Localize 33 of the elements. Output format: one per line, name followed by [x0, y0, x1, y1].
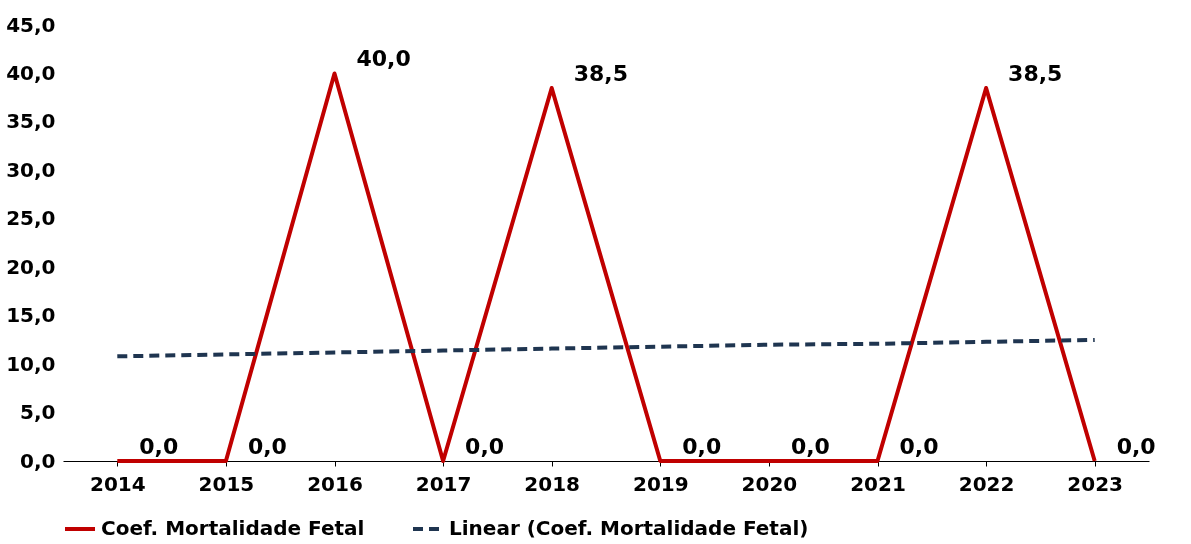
x-tick-label: 2023	[1067, 471, 1124, 496]
y-tick-label: 35,0	[6, 109, 56, 134]
y-tick-label: 45,0	[6, 12, 56, 37]
x-tick-label: 2019	[632, 471, 689, 496]
data-label: 0,0	[465, 434, 505, 459]
x-tick-label: 2014	[89, 471, 146, 496]
data-label: 0,0	[139, 434, 179, 459]
x-tick-label: 2015	[198, 471, 255, 496]
data-label: 40,0	[356, 46, 411, 72]
y-tick-label: 25,0	[6, 206, 56, 231]
y-tick-label: 15,0	[6, 303, 56, 328]
x-tick-label: 2020	[741, 471, 798, 496]
y-tick-label: 0,0	[20, 448, 56, 473]
data-label: 0,0	[682, 434, 722, 459]
data-label: 38,5	[573, 60, 628, 86]
x-tick-label: 2022	[958, 471, 1015, 496]
legend-label: Linear (Coef. Mortalidade Fetal)	[449, 516, 809, 540]
y-tick-label: 30,0	[6, 157, 56, 182]
x-tick-label: 2021	[850, 471, 906, 496]
y-tick-label: 10,0	[6, 351, 56, 376]
y-tick-label: 40,0	[6, 60, 56, 85]
data-label: 0,0	[1116, 434, 1156, 459]
data-label: 0,0	[790, 434, 830, 459]
line-series	[115, 337, 1097, 359]
y-tick-label: 20,0	[6, 254, 56, 279]
x-tick-label: 2017	[415, 471, 472, 496]
data-label: 0,0	[247, 434, 287, 459]
legend-label: Coef. Mortalidade Fetal	[101, 516, 365, 540]
data-label: 38,5	[1008, 60, 1063, 86]
x-tick-label: 2018	[524, 471, 581, 496]
x-tick-label: 2016	[307, 471, 363, 496]
y-tick-label: 5,0	[20, 400, 56, 425]
data-label: 0,0	[899, 434, 939, 459]
